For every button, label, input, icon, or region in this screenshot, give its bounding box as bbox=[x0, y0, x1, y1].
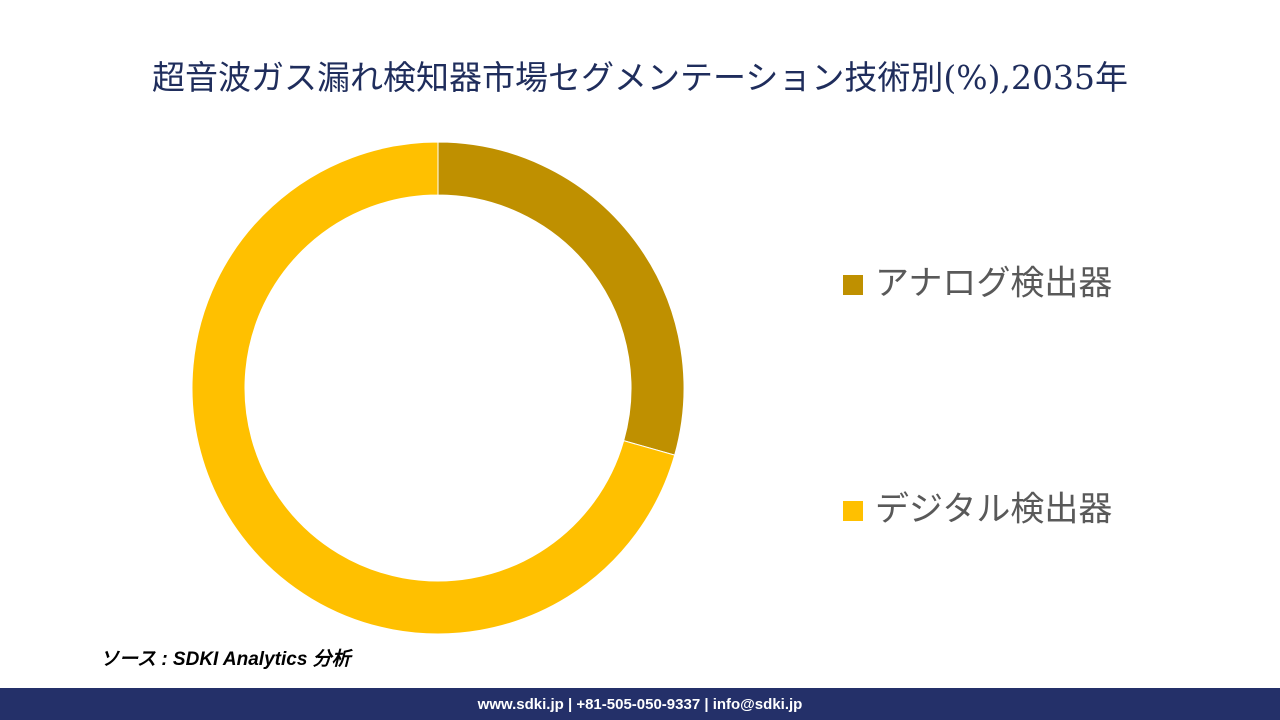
source-note: ソース : SDKI Analytics 分析 bbox=[100, 648, 354, 670]
footer-text: www.sdki.jp | +81-505-050-9337 | info@sd… bbox=[477, 696, 803, 713]
legend-label: デジタル検出器 bbox=[875, 490, 1112, 530]
legend-label: アナログ検出器 bbox=[875, 264, 1112, 304]
chart-title: 超音波ガス漏れ検知器市場セグメンテーション技術別(%),2035年 bbox=[152, 58, 1128, 97]
footer-bar bbox=[0, 688, 1280, 720]
legend-swatch bbox=[843, 275, 863, 295]
donut-segment bbox=[191, 141, 676, 635]
donut-segment bbox=[437, 141, 685, 456]
legend-swatch bbox=[843, 501, 863, 521]
